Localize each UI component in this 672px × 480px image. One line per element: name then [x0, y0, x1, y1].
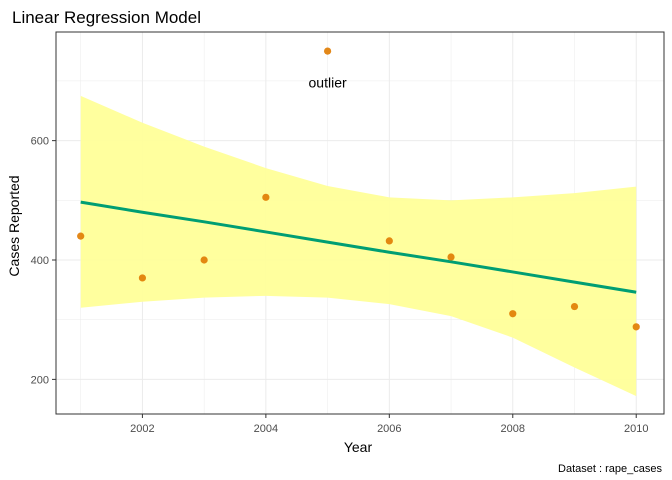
- x-tick-label: 2010: [624, 423, 648, 435]
- data-point: [77, 232, 85, 240]
- y-axis-title: Cases Reported: [6, 175, 22, 276]
- data-point: [200, 256, 208, 264]
- data-point: [509, 310, 517, 318]
- y-tick-label: 200: [31, 374, 49, 386]
- y-tick-label: 400: [31, 255, 49, 267]
- x-axis-title: Year: [344, 439, 373, 455]
- x-tick-label: 2002: [130, 423, 154, 435]
- chart-caption: Dataset : rape_cases: [558, 463, 662, 475]
- data-point: [447, 253, 455, 261]
- data-point: [570, 302, 579, 311]
- data-points: [77, 47, 640, 331]
- chart-title: Linear Regression Model: [12, 8, 201, 27]
- data-point: [262, 193, 270, 201]
- x-tick-label: 2004: [254, 423, 278, 435]
- data-point: [323, 47, 332, 55]
- outlier-annotation: outlier: [309, 75, 347, 91]
- axis-ticks: 2002 2004 2006 2008 2010 200 400 600: [31, 136, 649, 435]
- panel-border: [55, 31, 665, 415]
- data-point: [385, 237, 393, 245]
- x-tick-label: 2008: [501, 423, 525, 435]
- data-point: [632, 323, 640, 331]
- regression-line: [80, 200, 637, 294]
- y-tick-label: 600: [31, 136, 49, 148]
- x-tick-label: 2006: [377, 423, 401, 435]
- data-point: [138, 274, 147, 282]
